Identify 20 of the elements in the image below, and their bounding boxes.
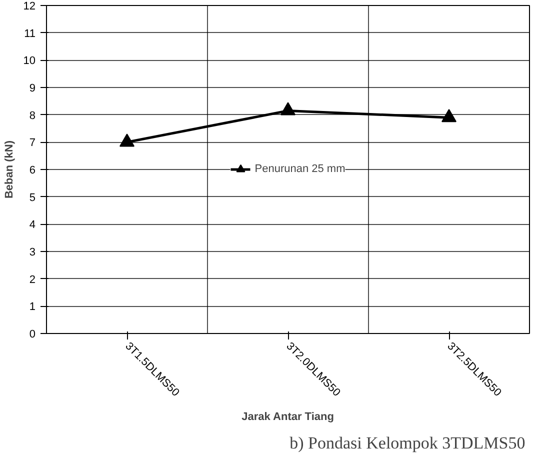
- y-tick-label: 3: [29, 246, 36, 258]
- point: [280, 102, 296, 116]
- y-tick-label: 10: [23, 55, 36, 68]
- y-tick-label: 4: [29, 219, 36, 232]
- y-axis-title: Beban (kN): [3, 140, 16, 199]
- y-tick-label: 2: [29, 274, 36, 286]
- y-tick-label: 7: [29, 137, 36, 150]
- y-tick-label: 0: [29, 328, 36, 340]
- point: [120, 134, 134, 147]
- text: b) Pondasi Kelompok 3TDLMS50: [290, 434, 526, 452]
- y-tick-label: 9: [29, 82, 36, 94]
- y-tick-label: 6: [29, 164, 36, 176]
- y-tick-label: 8: [29, 110, 36, 122]
- legend-label: Penurunan 25 mm: [254, 163, 346, 175]
- x-axis-title: Jarak Antar Tiang: [242, 411, 334, 424]
- point: [442, 108, 456, 122]
- y-tick-label: 12: [23, 0, 36, 12]
- y-tick-label: 1: [29, 301, 36, 314]
- y-tick-label: 11: [24, 28, 36, 40]
- y-tick-label: 5: [29, 192, 36, 204]
